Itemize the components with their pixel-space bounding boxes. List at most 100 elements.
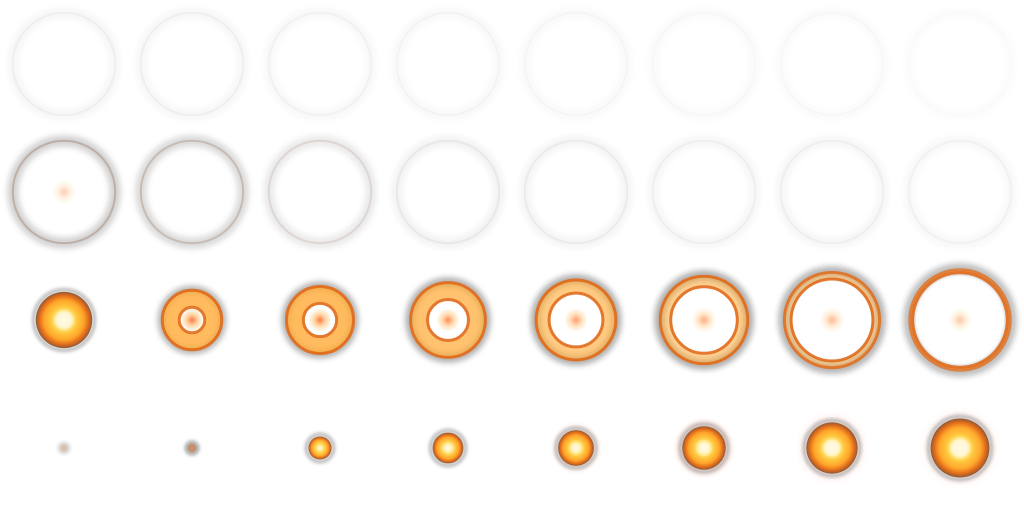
smoke-ring [775,135,889,249]
smoke-rim [926,414,994,482]
explosion-frame-graphic [512,0,640,128]
explosion-frame-graphic [304,432,336,464]
explosion-frame-graphic [519,135,633,249]
sprite-frame [512,128,640,256]
ring-edge [11,139,117,245]
explosion-frame-graphic [184,440,200,456]
sprite-frame [640,128,768,256]
sprite-frame [128,384,256,512]
explosion-frame-graphic [31,287,97,353]
explosion-frame-graphic [405,277,491,363]
explosion-frame-graphic [917,405,1003,491]
outer-flame-ring [658,274,750,366]
explosion-frame-graphic [768,0,896,128]
ring-edge [909,13,1011,115]
explosion-frame-graphic [672,416,736,480]
hot-core [949,437,971,459]
inner-flame-ring [669,285,739,355]
explosion-frame-graphic [263,135,377,249]
explosion-frame-graphic [157,285,227,355]
sprite-frame [128,128,256,256]
smoke-ring [391,135,505,249]
sprite-frame [768,384,896,512]
ring-edge [523,139,629,245]
sprite-frame [640,384,768,512]
sprite-frame [256,384,384,512]
smoke-ring [7,7,121,121]
smoke-rim [304,432,336,464]
explosion-frame-graphic [775,135,889,249]
smoke-puff [57,441,71,455]
explosion-frame-graphic [7,135,121,249]
sprite-frame [768,128,896,256]
sprite-frame [0,384,128,512]
sprite-frame [0,0,128,128]
fire-band [410,282,486,358]
sprite-frame [256,128,384,256]
smoke-rim [802,418,862,478]
smoke-rim [678,422,730,474]
sprite-frame [256,256,384,384]
sprite-frame [256,0,384,128]
smoke-ring [263,135,377,249]
explosion-frame-graphic [135,135,249,249]
smoke-ring [7,135,121,249]
ember-core [187,443,197,453]
smoke-ring [135,135,249,249]
outer-flame-ring [409,281,487,359]
ring-edge [139,11,245,117]
sprite-frame [768,256,896,384]
sprite-frame [0,128,128,256]
outer-flame-ring [908,268,1012,372]
ring-edge [651,139,757,245]
inner-flame-ring [547,291,605,349]
explosion-frame-graphic [263,7,377,121]
fire-band [162,290,222,350]
center-ember [948,308,972,332]
ring-edge [11,11,117,117]
outer-flame-ring [782,270,882,370]
smoke-rim [554,426,598,470]
sprite-frame [384,0,512,128]
sprite-frame [512,384,640,512]
explosion-frame-graphic [57,441,71,455]
fire-band [659,275,749,365]
explosion-frame-graphic [391,135,505,249]
sprite-frame [896,0,1024,128]
fire-band [783,271,881,369]
explosion-frame-graphic [654,270,754,370]
explosion-frame-graphic [281,281,359,359]
inner-flame-ring [301,301,339,339]
smoke-rim [31,287,97,353]
smoke-rim [428,428,468,468]
inner-flame-ring [426,298,470,342]
explosion-frame-graphic [903,135,1017,249]
sprite-frame [640,256,768,384]
ring-edge [397,13,499,115]
sprite-frame [384,128,512,256]
center-ember [692,308,716,332]
sprite-frame [512,0,640,128]
sprite-frame [512,256,640,384]
center-ember [820,308,844,332]
ember-core [60,444,68,452]
sprite-frame [384,256,512,384]
outer-flame-ring [534,278,618,362]
explosion-frame-graphic [7,7,121,121]
sprite-frame [384,384,512,512]
sprite-frame [896,256,1024,384]
hot-core [315,443,325,453]
center-ember [308,308,332,332]
explosion-frame-graphic [903,263,1017,377]
center-ember [436,308,460,332]
explosion-frame-graphic [384,0,512,128]
hot-core [569,441,583,455]
smoke-ring [647,135,761,249]
explosion-frame-graphic [530,274,622,366]
smoke-ring [903,135,1017,249]
hot-core [54,310,74,330]
sprite-frame [128,0,256,128]
explosion-frame-graphic [135,7,249,121]
explosion-frame-graphic [778,266,886,374]
ring-edge [267,11,373,117]
